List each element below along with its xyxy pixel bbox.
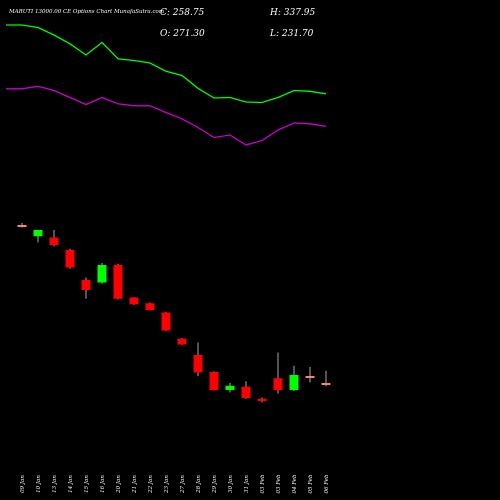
x-tick-label: 23 Jan	[164, 475, 170, 494]
x-tick-label: 22 Jan	[148, 475, 154, 494]
x-tick-label: 21 Jan	[132, 475, 138, 494]
candle-body	[289, 375, 299, 390]
candle-body	[17, 225, 27, 227]
candle-body	[193, 355, 203, 373]
x-tick-label: 31 Jan	[244, 475, 250, 493]
upper-band-line	[6, 24, 327, 104]
x-tick-label: 04 Feb	[292, 474, 298, 494]
x-tick-label: 16 Jan	[100, 475, 106, 493]
low-value: L: 231.70	[270, 29, 314, 39]
candle-body	[33, 230, 43, 237]
candle-body	[241, 386, 251, 398]
x-tick-label: 03 Feb	[276, 474, 282, 494]
close-value: C: 258.75	[160, 8, 205, 18]
candle-body	[177, 338, 187, 345]
candle-body	[81, 280, 91, 290]
x-tick-label: 03 Feb	[260, 474, 266, 494]
high-value: H: 337.95	[270, 8, 316, 18]
candle-body	[273, 378, 283, 390]
x-tick-label: 13 Jan	[52, 475, 58, 493]
candle-body	[49, 237, 59, 245]
x-tick-label: 09 Jan	[20, 475, 26, 493]
candle-body	[225, 385, 235, 390]
candle-body	[161, 312, 171, 331]
candle-body	[209, 372, 219, 390]
candle-body	[97, 265, 107, 283]
candle-body	[145, 303, 155, 310]
lower-band-line	[6, 85, 327, 146]
x-tick-label: 14 Jan	[68, 475, 74, 493]
x-tick-label: 10 Jan	[36, 475, 42, 493]
x-tick-label: 05 Feb	[308, 474, 314, 494]
open-value: O: 271.30	[160, 29, 205, 39]
x-tick-label: 20 Jan	[116, 475, 122, 494]
candle-body	[321, 383, 331, 385]
x-tick-label: 29 Jan	[212, 475, 218, 494]
candle-body	[305, 376, 315, 378]
x-tick-label: 28 Jan	[196, 475, 202, 494]
x-tick-label: 27 Jan	[180, 475, 186, 494]
x-tick-label: 06 Feb	[324, 474, 330, 494]
candle-body	[65, 250, 75, 268]
candle-body	[113, 265, 123, 299]
chart-title: MARUTI 13000.00 CE Options Chart MunafaS…	[9, 9, 165, 15]
x-tick-label: 30 Jan	[228, 475, 234, 493]
x-tick-label: 15 Jan	[84, 475, 90, 493]
candle-body	[257, 398, 267, 401]
candle-body	[129, 297, 139, 305]
